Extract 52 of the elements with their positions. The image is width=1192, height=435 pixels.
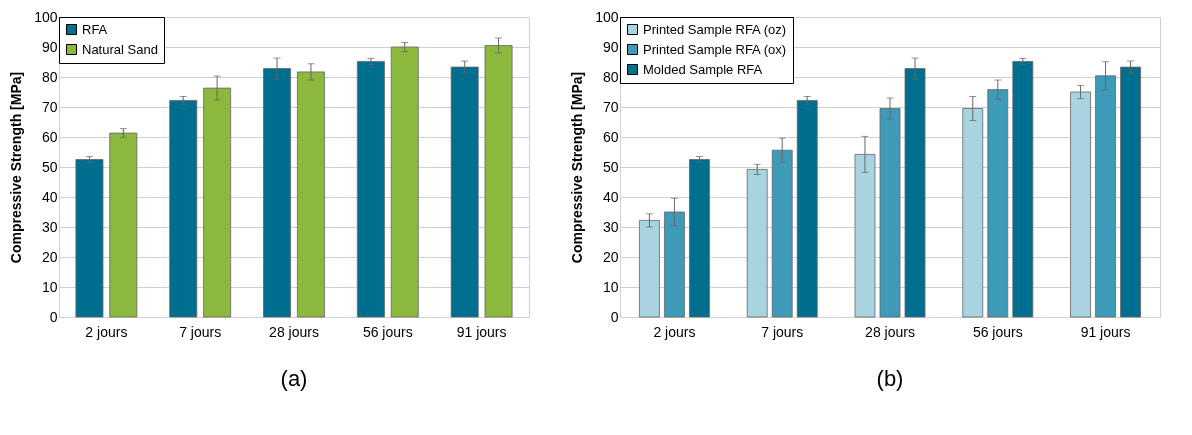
- y-tick-label: 10: [41, 278, 58, 295]
- y-tick-label: 30: [41, 218, 58, 235]
- y-tick-label: 90: [602, 38, 619, 55]
- bar: [746, 169, 768, 318]
- x-tick-label: 2 jours: [85, 323, 128, 340]
- y-tick-label: 30: [602, 218, 619, 235]
- legend-label: Molded Sample RFA: [643, 61, 763, 77]
- y-tick-label: 100: [595, 8, 619, 25]
- y-tick-label: 0: [610, 308, 619, 325]
- y-tick-label: 0: [49, 308, 58, 325]
- y-tick-label: 60: [41, 128, 58, 145]
- bar: [75, 159, 104, 318]
- legend-label: Printed Sample RFA (ox): [643, 41, 787, 57]
- bar: [390, 46, 419, 318]
- y-tick-label: 60: [602, 128, 619, 145]
- y-axis-title: Compressive Strength [MPa]: [569, 71, 586, 264]
- x-tick-label: 28 jours: [269, 323, 319, 340]
- x-tick-label: 7 jours: [179, 323, 222, 340]
- y-tick-label: 90: [41, 38, 58, 55]
- x-tick-label: 56 jours: [362, 323, 413, 340]
- y-tick-label: 100: [34, 8, 58, 25]
- bar: [109, 132, 138, 318]
- x-tick-label: 56 jours: [972, 323, 1023, 340]
- x-tick-label: 91 jours: [456, 323, 507, 340]
- bar: [450, 66, 479, 318]
- x-tick-label: 7 jours: [761, 323, 804, 340]
- x-tick-label: 28 jours: [865, 323, 915, 340]
- legend-label: Natural Sand: [82, 41, 158, 57]
- y-tick-label: 20: [602, 248, 619, 265]
- y-tick-label: 20: [41, 248, 58, 265]
- y-tick-label: 80: [602, 68, 619, 85]
- bar: [689, 159, 710, 318]
- bar: [356, 61, 385, 318]
- legend-label: Printed Sample RFA (oz): [643, 21, 787, 37]
- text: (a): [280, 366, 308, 391]
- y-tick-label: 70: [602, 98, 619, 115]
- y-tick-label: 50: [41, 158, 58, 175]
- y-tick-label: 40: [602, 188, 619, 205]
- bar: [169, 100, 198, 318]
- y-axis-title: Compressive Strength [MPa]: [8, 71, 25, 264]
- bar: [796, 100, 818, 318]
- y-tick-label: 50: [602, 158, 619, 175]
- x-tick-label: 91 jours: [1080, 323, 1131, 340]
- y-tick-label: 70: [41, 98, 58, 115]
- y-tick-label: 80: [41, 68, 58, 85]
- y-tick-label: 40: [41, 188, 58, 205]
- y-tick-label: 10: [602, 278, 619, 295]
- bar: [1120, 66, 1141, 318]
- bar: [1012, 61, 1034, 318]
- x-tick-label: 2 jours: [653, 323, 696, 340]
- legend-label: RFA: [82, 21, 108, 37]
- text: (b): [876, 366, 904, 391]
